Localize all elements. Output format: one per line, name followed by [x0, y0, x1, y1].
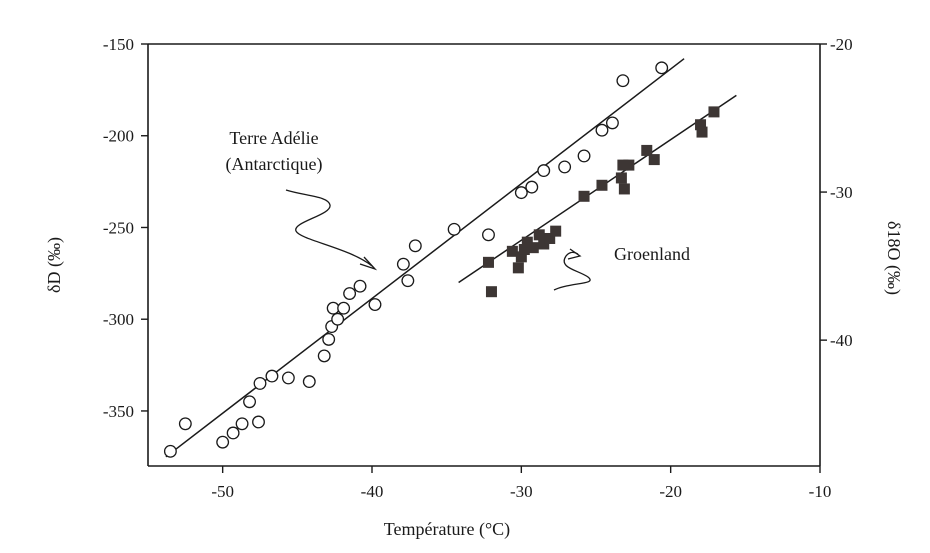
antarctique-point: [482, 228, 495, 242]
annotation-groenland: Groenland: [614, 244, 690, 264]
groenland-point: [578, 190, 590, 202]
groenland-point: [623, 159, 635, 171]
antarctique-point: [252, 415, 265, 429]
antarctique-point: [577, 149, 591, 163]
antarctique-point: [322, 332, 336, 346]
y-left-tick-label: -250: [103, 218, 134, 237]
groenland-point: [641, 144, 653, 156]
antarctique-pointer-arrowhead: [359, 256, 378, 271]
y-axis-title-left: δD (‰): [44, 237, 65, 293]
antarctique-point: [253, 376, 267, 390]
antarctique-point: [216, 435, 230, 449]
groenland-point: [550, 225, 562, 237]
x-tick-label: -30: [510, 482, 533, 501]
antarctique-point: [595, 123, 609, 137]
groenland-point: [512, 262, 524, 274]
x-tick-label: -40: [361, 482, 384, 501]
antarctique-point: [558, 160, 572, 174]
groenland-point: [527, 242, 539, 254]
y-left-tick-label: -350: [103, 402, 134, 421]
x-tick-label: -50: [211, 482, 234, 501]
groenland-pointer-arrow: [553, 251, 591, 291]
groenland-point: [618, 183, 630, 195]
groenland-point: [648, 154, 660, 166]
groenland-point: [533, 229, 545, 241]
antarctique-regression-line: [165, 58, 685, 458]
groenland-point: [708, 106, 720, 118]
antarctique-point: [235, 417, 249, 431]
antarctique-point: [343, 287, 357, 300]
antarctique-point: [514, 186, 528, 200]
y-right-tick-label: -30: [830, 183, 853, 202]
x-tick-label: -10: [809, 482, 832, 501]
antarctique-pointer-arrow: [285, 189, 373, 267]
groenland-point: [482, 256, 494, 268]
antarctique-point: [401, 274, 415, 288]
antarctique-point: [408, 239, 422, 253]
groenland-point: [617, 159, 629, 171]
groenland-point: [695, 119, 707, 131]
y-right-tick-label: -40: [830, 331, 853, 350]
antarctique-point: [317, 349, 331, 363]
antarctique-point: [163, 444, 177, 458]
antarctique-point: [302, 375, 316, 389]
antarctique-point: [353, 279, 367, 293]
y-left-tick-label: -300: [103, 310, 134, 329]
x-axis-title: Température (°C): [384, 519, 510, 540]
plot-frame: [147, 43, 821, 467]
data-points: [163, 61, 720, 458]
groenland-point: [544, 232, 556, 244]
groenland-point: [538, 238, 550, 250]
y-left-tick-label: -200: [103, 127, 134, 146]
y-right-tick-label: -20: [830, 35, 853, 54]
antarctique-point: [265, 369, 279, 383]
antarctique-point: [447, 222, 461, 236]
antarctique-point: [525, 180, 539, 194]
groenland-point: [506, 245, 518, 257]
antarctique-point: [331, 312, 345, 326]
axis-ticks: -50 -40 -30 -20 -10 -150 -200 -250 -300 -350 -20 -3…: [103, 35, 853, 501]
groenland-point: [518, 243, 530, 255]
groenland-pointer-arrowhead: [567, 248, 582, 260]
groenland-point: [485, 286, 497, 298]
x-tick-label: -20: [659, 482, 682, 501]
y-left-tick-label: -150: [103, 35, 134, 54]
groenland-point: [596, 179, 608, 191]
y-axis-title-right: δ18O (‰): [883, 221, 904, 295]
groenland-point: [615, 172, 627, 184]
antarctique-point: [178, 417, 192, 431]
annotation-terre-adelie: Terre Adélie: [229, 128, 318, 148]
antarctique-point: [226, 426, 240, 440]
antarctique-point: [605, 116, 619, 130]
antarctique-point: [616, 74, 630, 88]
antarctique-point: [396, 257, 410, 271]
antarctique-point: [537, 164, 551, 178]
groenland-point: [696, 126, 708, 138]
antarctique-point: [337, 301, 351, 315]
antarctique-point: [281, 371, 295, 385]
annotation-antarctique: (Antarctique): [226, 154, 323, 175]
groenland-point: [515, 251, 527, 263]
groenland-point: [521, 236, 533, 248]
antarctique-point: [368, 298, 382, 311]
antarctique-point: [655, 61, 669, 75]
antarctique-point: [243, 395, 256, 409]
